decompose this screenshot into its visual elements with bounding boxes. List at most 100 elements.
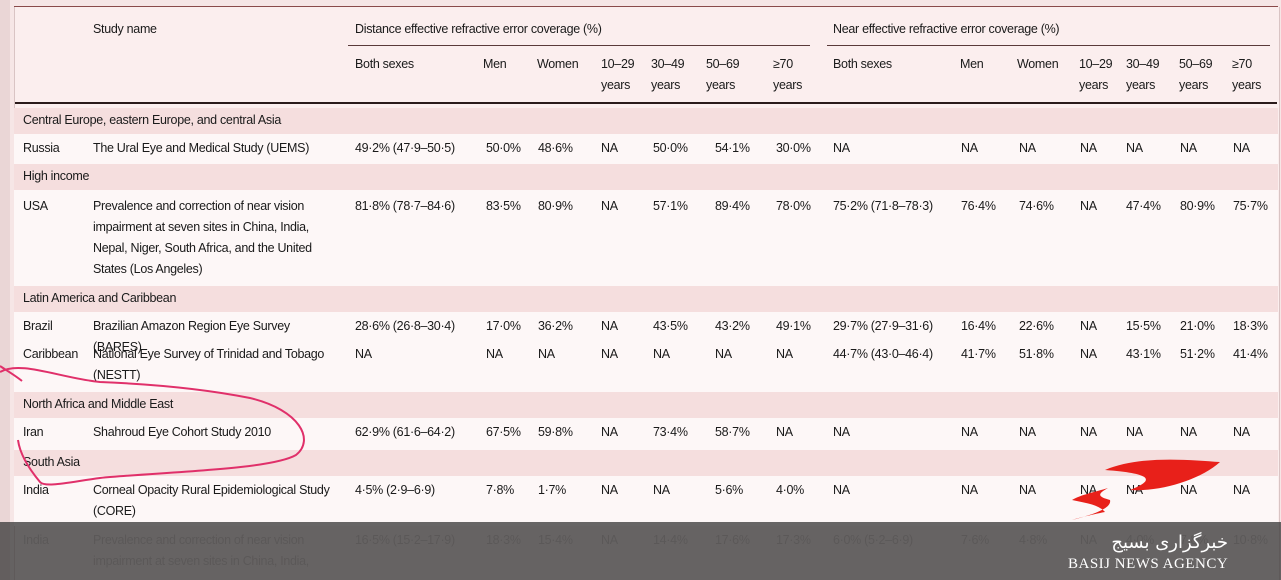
distance-col-header: 10–29 years — [601, 57, 635, 92]
distance-value: NA — [776, 425, 793, 439]
distance-value: 4·0% — [776, 483, 804, 497]
distance-value: 48·6% — [538, 141, 573, 155]
page-margin — [0, 0, 10, 580]
near-value: 74·6% — [1019, 199, 1054, 213]
near-col-header: Women — [1017, 57, 1059, 71]
near-value: 41·7% — [961, 347, 996, 361]
distance-col-header: 50–69 years — [706, 57, 740, 92]
near-value: 41·4% — [1233, 347, 1268, 361]
distance-value: NA — [601, 319, 618, 333]
near-value: NA — [1080, 483, 1097, 497]
section-title: Latin America and Caribbean — [23, 291, 177, 305]
near-value: NA — [833, 141, 850, 155]
distance-value: 49·2% (47·9–50·5) — [355, 141, 455, 155]
near-value: NA — [1233, 425, 1250, 439]
near-value: NA — [1080, 141, 1097, 155]
section-band — [14, 450, 1278, 476]
distance-value: 50·0% — [653, 141, 688, 155]
header-study-name: Study name — [93, 22, 157, 36]
row-country: USA — [23, 199, 48, 213]
near-value: 15·5% — [1126, 319, 1161, 333]
group-underline-near — [827, 45, 1270, 46]
near-value: 43·1% — [1126, 347, 1161, 361]
section-band — [14, 286, 1278, 312]
near-value: NA — [1019, 141, 1036, 155]
distance-value: 58·7% — [715, 425, 750, 439]
row-country: Brazil — [23, 319, 53, 333]
distance-value: 67·5% — [486, 425, 521, 439]
distance-col-header: Women — [537, 57, 579, 71]
near-value: 29·7% (27·9–31·6) — [833, 319, 933, 333]
near-value: NA — [1080, 425, 1097, 439]
distance-col-header: 30–49 years — [651, 57, 685, 92]
distance-value: 5·6% — [715, 483, 743, 497]
distance-value: 7·8% — [486, 483, 514, 497]
distance-value: 80·9% — [538, 199, 573, 213]
distance-col-header: Both sexes — [355, 57, 414, 71]
near-value: 21·0% — [1180, 319, 1215, 333]
near-col-header: 10–29 years — [1079, 57, 1113, 92]
distance-value: NA — [538, 347, 555, 361]
section-band — [14, 108, 1278, 134]
distance-value: 30·0% — [776, 141, 811, 155]
distance-value: 1·7% — [538, 483, 566, 497]
section-band — [14, 392, 1278, 418]
distance-value: NA — [601, 141, 618, 155]
distance-value: NA — [601, 199, 618, 213]
near-value: NA — [1233, 141, 1250, 155]
row-study-name: Prevalence and correction of near vision… — [93, 199, 312, 276]
near-value: NA — [1126, 483, 1143, 497]
agency-name-english: BASIJ NEWS AGENCY — [1068, 556, 1229, 572]
section-title: South Asia — [23, 455, 80, 469]
row-study-name: National Eye Survey of Trinidad and Toba… — [93, 347, 325, 382]
near-col-header: 50–69 years — [1179, 57, 1213, 92]
distance-value: NA — [486, 347, 503, 361]
near-value: NA — [1080, 347, 1097, 361]
distance-value: NA — [601, 425, 618, 439]
row-country: India — [23, 483, 49, 497]
top-rule — [14, 6, 1278, 7]
header-bottom-rule — [15, 102, 1277, 104]
row-country: Iran — [23, 425, 44, 439]
near-value: 22·6% — [1019, 319, 1054, 333]
near-value: 80·9% — [1180, 199, 1215, 213]
distance-value: NA — [715, 347, 732, 361]
distance-value: 83·5% — [486, 199, 521, 213]
section-band — [14, 164, 1278, 190]
near-value: 75·7% — [1233, 199, 1268, 213]
near-value: 44·7% (43·0–46·4) — [833, 347, 933, 361]
distance-value: 57·1% — [653, 199, 688, 213]
near-value: NA — [961, 425, 978, 439]
agency-name-persian: خبرگزاری بسیج — [1111, 532, 1228, 553]
distance-value: 43·2% — [715, 319, 750, 333]
section-title: North Africa and Middle East — [23, 397, 174, 411]
near-col-header: Both sexes — [833, 57, 892, 71]
distance-value: 54·1% — [715, 141, 750, 155]
distance-value: 4·5% (2·9–6·9) — [355, 483, 435, 497]
distance-value: 49·1% — [776, 319, 811, 333]
near-value: NA — [1126, 141, 1143, 155]
distance-value: 17·0% — [486, 319, 521, 333]
section-title: High income — [23, 169, 90, 183]
distance-value: NA — [653, 483, 670, 497]
near-value: NA — [833, 425, 850, 439]
row-study-name: Shahroud Eye Cohort Study 2010 — [93, 425, 271, 439]
header-near-group: Near effective refractive error coverage… — [833, 22, 1060, 36]
near-col-header: ≥70 years — [1232, 57, 1262, 92]
near-value: NA — [1180, 425, 1197, 439]
near-value: NA — [1080, 199, 1097, 213]
near-value: 18·3% — [1233, 319, 1268, 333]
near-value: NA — [1180, 141, 1197, 155]
near-value: NA — [833, 483, 850, 497]
distance-value: 81·8% (78·7–84·6) — [355, 199, 455, 213]
distance-value: 59·8% — [538, 425, 573, 439]
distance-value: 50·0% — [486, 141, 521, 155]
distance-value: 73·4% — [653, 425, 688, 439]
near-value: 75·2% (71·8–78·3) — [833, 199, 933, 213]
distance-value: 78·0% — [776, 199, 811, 213]
section-title: Central Europe, eastern Europe, and cent… — [23, 113, 281, 127]
row-country: Caribbean — [23, 347, 78, 361]
group-underline-distance — [348, 45, 810, 46]
distance-value: 43·5% — [653, 319, 688, 333]
